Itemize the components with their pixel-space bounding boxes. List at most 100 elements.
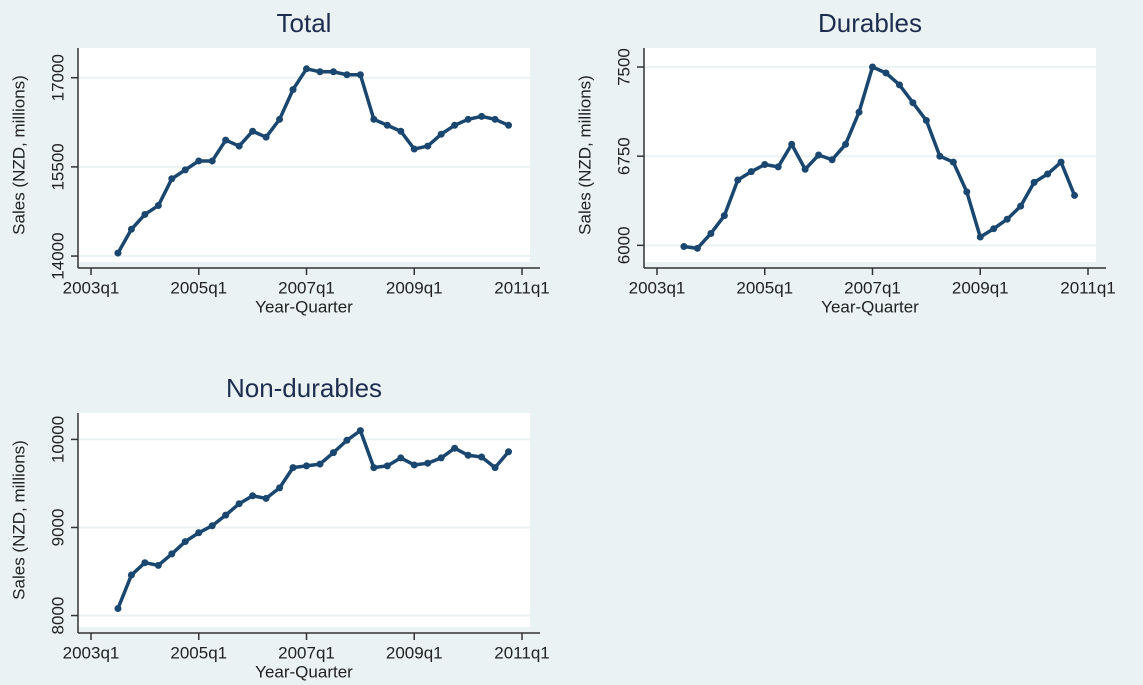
data-point: [505, 121, 513, 129]
data-point: [249, 492, 257, 500]
x-tick-label: 2005q1: [170, 278, 227, 297]
data-point: [127, 225, 135, 233]
data-point: [141, 210, 149, 218]
data-point: [195, 157, 203, 165]
y-tick-label: 15500: [48, 143, 67, 190]
data-point: [114, 605, 122, 613]
data-point: [491, 464, 499, 472]
data-point: [303, 65, 310, 73]
data-point: [289, 464, 297, 472]
data-point: [437, 454, 445, 462]
data-point: [383, 462, 391, 470]
data-point: [747, 168, 755, 176]
data-point: [329, 449, 337, 457]
data-point: [208, 157, 216, 165]
data-point: [869, 63, 876, 71]
data-point: [949, 158, 957, 166]
data-point: [235, 500, 243, 508]
x-tick-label: 2005q1: [736, 278, 793, 297]
data-point: [222, 511, 230, 519]
data-point: [262, 494, 270, 502]
data-point: [842, 140, 850, 148]
data-point: [397, 454, 405, 462]
x-tick-label: 2003q1: [63, 643, 120, 662]
plot-area: [78, 413, 530, 627]
y-tick-label: 9000: [48, 509, 67, 547]
data-point: [114, 249, 122, 257]
data-point: [505, 448, 513, 456]
data-point: [235, 142, 243, 150]
data-point: [693, 244, 701, 252]
data-point: [424, 142, 432, 150]
data-point: [774, 163, 782, 171]
data-point: [909, 99, 917, 107]
data-point: [451, 121, 459, 129]
y-axis-title: Sales (NZD, millions): [9, 440, 28, 600]
y-tick-label: 6750: [614, 137, 633, 175]
data-point: [882, 69, 890, 77]
x-tick-label: 2007q1: [844, 278, 901, 297]
y-tick-label: 8000: [48, 597, 67, 635]
data-point: [397, 127, 405, 135]
data-point: [356, 427, 364, 435]
data-point: [249, 127, 257, 135]
x-tick-label: 2009q1: [952, 278, 1009, 297]
y-tick-label: 6000: [614, 226, 633, 264]
data-point: [154, 561, 162, 569]
data-point: [680, 243, 688, 251]
y-tick-label: 14000: [48, 232, 67, 279]
data-point: [976, 233, 984, 241]
data-point: [383, 121, 391, 129]
panel: 14000 15500 17000 2003q1 2005q1 2007q1 2009q1 2…: [9, 8, 549, 317]
data-point: [181, 538, 189, 546]
data-point: [370, 464, 378, 472]
data-point: [1017, 202, 1025, 210]
panel: 8000 9000 10000 2003q1 2005q1 2007q1 2009q1 201…: [9, 373, 549, 682]
data-point: [262, 133, 270, 141]
plot-area: [78, 48, 530, 262]
plot-area: [644, 48, 1096, 262]
data-point: [222, 136, 230, 144]
x-tick-label: 2011q1: [494, 278, 549, 297]
data-point: [815, 151, 823, 159]
data-point: [370, 115, 378, 123]
data-point: [478, 453, 486, 461]
data-point: [1057, 158, 1065, 166]
data-point: [410, 461, 418, 469]
data-point: [141, 559, 149, 567]
data-point: [276, 115, 284, 123]
data-point: [761, 161, 769, 169]
data-point: [828, 156, 836, 164]
data-point: [289, 86, 297, 94]
data-point: [1071, 191, 1079, 199]
data-point: [127, 571, 135, 579]
chart-title: Durables: [818, 8, 922, 38]
y-tick-label: 17000: [48, 54, 67, 101]
x-tick-label: 2003q1: [629, 278, 686, 297]
data-point: [424, 459, 432, 467]
y-tick-label: 7500: [614, 48, 633, 86]
data-point: [356, 71, 364, 79]
data-point: [329, 68, 337, 76]
x-axis-title: Year-Quarter: [255, 662, 353, 681]
data-point: [1030, 178, 1038, 186]
data-point: [316, 68, 324, 76]
data-point: [168, 550, 176, 558]
panel: 6000 6750 7500 2003q1 2005q1 2007q1 2009q1 2011…: [575, 8, 1115, 317]
data-point: [491, 115, 499, 123]
data-point: [195, 529, 203, 537]
data-point: [707, 229, 715, 237]
data-point: [734, 176, 742, 184]
data-point: [451, 444, 459, 452]
x-axis-title: Year-Quarter: [255, 297, 353, 316]
data-point: [464, 115, 472, 123]
x-tick-label: 2007q1: [278, 643, 335, 662]
x-tick-label: 2011q1: [1060, 278, 1115, 297]
data-point: [720, 212, 728, 220]
data-point: [343, 436, 351, 444]
data-point: [208, 522, 216, 530]
data-point: [963, 188, 971, 196]
data-point: [154, 202, 162, 210]
x-tick-label: 2007q1: [278, 278, 335, 297]
